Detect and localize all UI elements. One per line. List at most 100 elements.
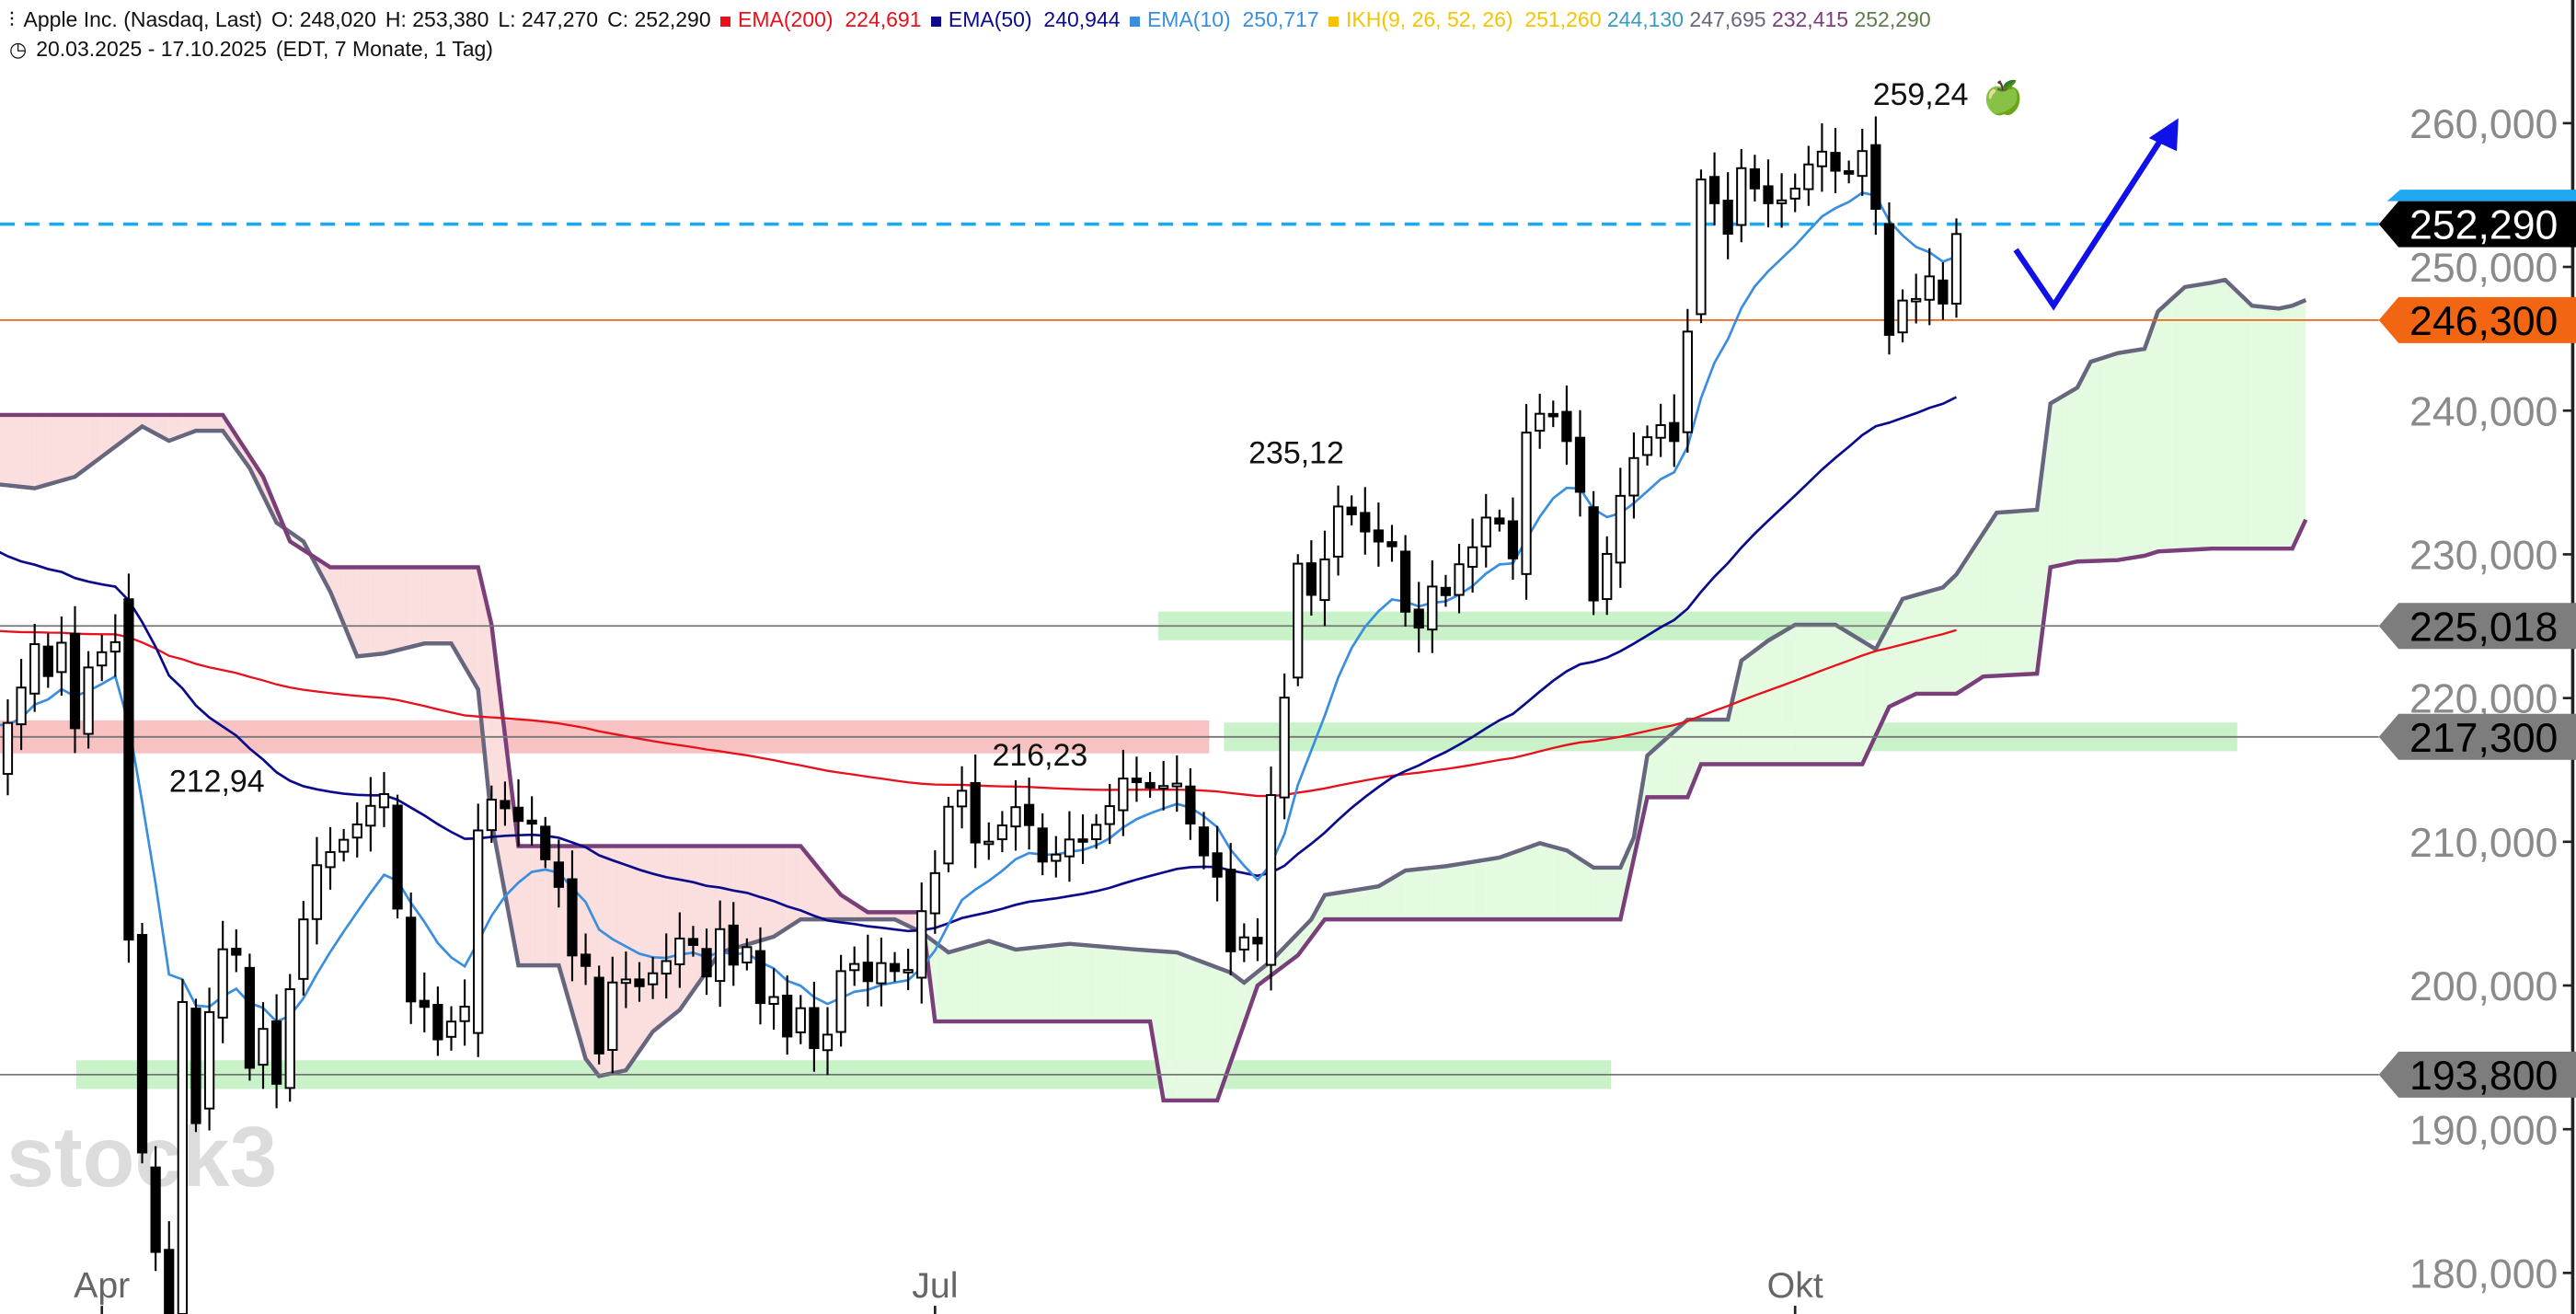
close-value: C: 252,290 xyxy=(607,7,711,31)
candle-body-up xyxy=(325,851,336,869)
candle-body-up xyxy=(903,969,914,974)
ema200-value: 224,691 xyxy=(845,7,922,31)
time-axis[interactable]: Apr Jul Okt xyxy=(74,1265,1823,1314)
cloud-bullish-segment xyxy=(2050,395,2064,568)
candle-body-up xyxy=(1051,853,1062,862)
candle-body-up xyxy=(1104,805,1115,825)
candle-body-up xyxy=(109,640,121,653)
low-value: L: 247,270 xyxy=(498,7,599,31)
bullish-check-arrow-icon xyxy=(2013,118,2179,311)
cloud-bullish-segment xyxy=(1903,594,1916,700)
candle-body-down xyxy=(1023,803,1035,826)
candle-body-up xyxy=(1319,558,1330,602)
legend-ema50[interactable]: EMA(50) 240,944 xyxy=(930,7,1121,32)
cloud-bullish-segment xyxy=(1002,945,1016,1022)
candle-body-down xyxy=(1305,562,1317,596)
cloud-bullish-segment xyxy=(2157,299,2172,552)
cloud-bearish-segment xyxy=(760,846,775,941)
cloud-bullish-segment xyxy=(1970,533,1984,686)
candle xyxy=(1682,308,1693,453)
legend-ikh[interactable]: IKH(9, 26, 52, 26) 251,260 244,130 247,6… xyxy=(1328,7,1931,32)
candle xyxy=(1064,811,1075,882)
cloud-bearish-segment xyxy=(101,414,116,457)
cloud-bullish-segment xyxy=(1029,946,1043,1022)
cloud-bullish-segment xyxy=(1539,843,1554,920)
candle xyxy=(1413,582,1424,653)
cloud-bearish-segment xyxy=(774,846,788,937)
candle xyxy=(607,956,618,1074)
candle-body-down xyxy=(1870,144,1881,210)
cloud-bullish-segment xyxy=(2076,362,2091,562)
instrument-title[interactable]: Apple Inc. (Nasdaq, Last) xyxy=(23,7,263,31)
candle xyxy=(1427,560,1438,653)
candle-body-down xyxy=(1413,608,1424,629)
cloud-bearish-segment xyxy=(88,414,102,467)
cloud-bullish-segment xyxy=(2009,511,2024,675)
candle xyxy=(1023,778,1035,850)
candle xyxy=(217,920,228,1043)
candle xyxy=(1454,544,1465,614)
cloud-bullish-segment xyxy=(1580,859,1594,920)
candle xyxy=(1010,780,1021,851)
candle-body-up xyxy=(1803,163,1814,190)
candle-body-up xyxy=(1332,505,1344,558)
price-axis[interactable]: 260,000250,000240,000230,000220,000210,0… xyxy=(2409,102,2573,1297)
candle xyxy=(593,965,604,1065)
y-tick-label: 260,000 xyxy=(2409,102,2558,147)
candle xyxy=(1708,152,1720,225)
candle xyxy=(1938,262,1949,320)
candle xyxy=(634,962,645,1002)
cloud-bullish-segment xyxy=(1271,947,1285,976)
candle-body-up xyxy=(1897,299,1908,334)
cloud-bullish-segment xyxy=(2117,351,2132,560)
candle xyxy=(1844,160,1855,184)
candle xyxy=(1158,760,1169,811)
price-tag-accent xyxy=(2386,190,2576,202)
candle xyxy=(459,979,470,1046)
cloud-bullish-segment xyxy=(1338,890,1352,920)
cloud-bearish-segment xyxy=(397,567,411,651)
price-tag-label: 252,290 xyxy=(2409,203,2558,248)
date-range[interactable]: 20.03.2025 - 17.10.2025 xyxy=(36,37,267,61)
candle xyxy=(647,956,659,999)
candle-body-down xyxy=(1399,550,1411,613)
y-tick-label: 180,000 xyxy=(2409,1251,2558,1297)
candle-body-up xyxy=(1454,563,1465,596)
candle xyxy=(1238,923,1249,962)
candle xyxy=(419,972,430,1032)
candle xyxy=(1467,518,1478,593)
cloud-bullish-segment xyxy=(1741,651,1755,765)
cloud-bullish-segment xyxy=(1714,720,1729,765)
ikh-label: IKH(9, 26, 52, 26) xyxy=(1346,7,1513,31)
cloud-bullish-segment xyxy=(1016,948,1029,1022)
candle-body-up xyxy=(1521,432,1532,575)
candle-body-up xyxy=(956,790,968,808)
candle-body-up xyxy=(284,988,295,1089)
candle-body-down xyxy=(1763,185,1774,204)
candle-body-down xyxy=(1749,167,1761,190)
legend-ema10[interactable]: EMA(10) 250,717 xyxy=(1129,7,1319,32)
cloud-bearish-segment xyxy=(465,567,478,690)
chart-legend: ⫶ Apple Inc. (Nasdaq, Last) O: 248,020 H… xyxy=(9,7,1931,32)
cloud-bullish-segment xyxy=(2292,300,2306,549)
candle-body-down xyxy=(1938,279,1949,305)
candle xyxy=(1655,403,1666,457)
candle-body-down xyxy=(526,819,537,825)
legend-ema200[interactable]: EMA(200) 224,691 xyxy=(719,7,922,32)
candle-body-up xyxy=(298,918,309,980)
cloud-bullish-segment xyxy=(1526,843,1540,920)
candle xyxy=(687,926,699,957)
candle xyxy=(540,816,551,869)
candle-body-down xyxy=(1037,827,1048,863)
candle-body-down xyxy=(1185,785,1196,824)
price-tag-grey: 225,018 xyxy=(2378,603,2576,650)
y-tick-label: 250,000 xyxy=(2409,246,2558,291)
candle-body-down xyxy=(862,962,873,983)
candle xyxy=(1305,540,1317,616)
cloud-bullish-segment xyxy=(1445,864,1460,920)
candle-body-up xyxy=(1535,412,1546,432)
candle-body-up xyxy=(203,1010,215,1110)
cloud-bullish-segment xyxy=(1486,857,1500,920)
y-tick-label: 240,000 xyxy=(2409,389,2558,434)
